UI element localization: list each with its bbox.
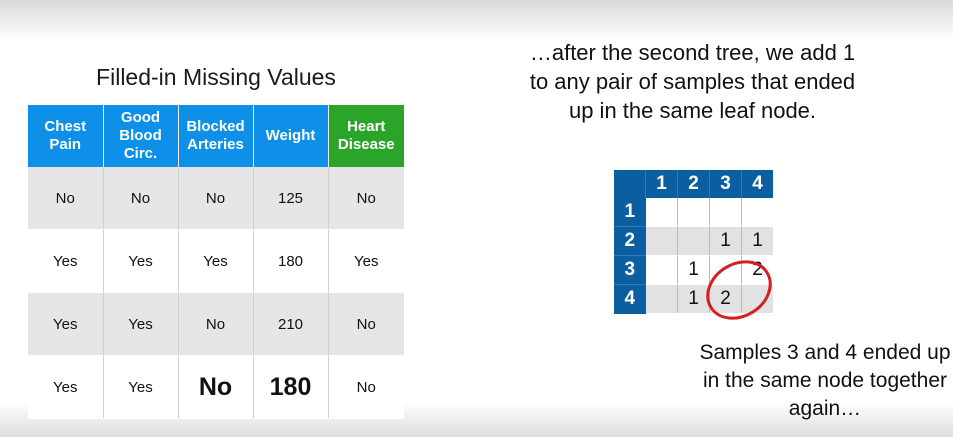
matrix-row-header: 3	[614, 255, 646, 285]
cell-heart-disease: No	[328, 167, 404, 230]
matrix-col-header: 2	[677, 170, 710, 198]
matrix-cell	[645, 255, 678, 285]
header-chest-pain: Chest Pain	[28, 105, 104, 167]
header-good-blood-circ: Good Blood Circ.	[103, 105, 179, 167]
matrix-row: 2 1 1	[614, 226, 773, 256]
table-header-row: Chest Pain Good Blood Circ. Blocked Arteries…	[28, 105, 404, 167]
matrix-cell: 1	[677, 255, 710, 285]
table-row: Yes Yes Yes 180 Yes	[28, 229, 404, 293]
cell-weight-filled: 180	[253, 355, 329, 419]
table-row: Yes Yes No 210 No	[28, 292, 404, 356]
matrix-col-header: 4	[741, 170, 773, 198]
cell-heart-disease: Yes	[328, 229, 404, 293]
matrix-header-row: 1 2 3 4	[614, 170, 773, 198]
matrix-cell: 2	[709, 284, 742, 314]
header-blocked-arteries: Blocked Arteries	[178, 105, 254, 167]
cell-good-blood-circ: Yes	[103, 292, 179, 356]
table-row: Yes Yes No 180 No	[28, 355, 404, 419]
matrix-cell	[645, 226, 678, 256]
table-row: No No No 125 No	[28, 167, 404, 230]
matrix-cell	[709, 198, 742, 227]
header-weight: Weight	[253, 105, 329, 167]
matrix-cell	[709, 255, 742, 285]
matrix-row-header: 1	[614, 198, 646, 227]
matrix-row: 3 1 2	[614, 255, 773, 285]
matrix-cell: 1	[709, 226, 742, 256]
cell-weight: 210	[253, 292, 329, 356]
cell-weight: 125	[253, 167, 329, 230]
cell-heart-disease: No	[328, 292, 404, 356]
matrix-cell	[741, 198, 773, 227]
matrix-cell	[741, 284, 773, 314]
cell-heart-disease: No	[328, 355, 404, 419]
top-shade	[0, 0, 953, 40]
header-heart-disease: Heart Disease	[328, 105, 404, 167]
matrix-cell: 2	[741, 255, 773, 285]
matrix-cell: 1	[677, 284, 710, 314]
cell-good-blood-circ: Yes	[103, 355, 179, 419]
cell-chest-pain: Yes	[28, 355, 104, 419]
matrix-row: 4 1 2	[614, 284, 773, 314]
cell-blocked-arteries-filled: No	[178, 355, 254, 419]
cell-blocked-arteries: No	[178, 292, 254, 356]
matrix-col-header: 1	[645, 170, 678, 198]
cell-blocked-arteries: No	[178, 167, 254, 230]
cell-weight: 180	[253, 229, 329, 293]
matrix-corner	[614, 170, 646, 198]
matrix-row: 1	[614, 198, 773, 227]
missing-values-table: Chest Pain Good Blood Circ. Blocked Arteries…	[28, 105, 404, 419]
matrix-cell	[677, 226, 710, 256]
cell-good-blood-circ: No	[103, 167, 179, 230]
matrix-cell: 1	[741, 226, 773, 256]
cell-chest-pain: Yes	[28, 229, 104, 293]
table-title: Filled-in Missing Values	[96, 64, 336, 90]
matrix-cell	[645, 198, 678, 227]
explanation-text: …after the second tree, we add 1 to any …	[529, 40, 856, 123]
matrix-row-header: 4	[614, 284, 646, 314]
cell-good-blood-circ: Yes	[103, 229, 179, 293]
matrix-cell	[677, 198, 710, 227]
proximity-matrix: 1 2 3 4 1 2 1 1 3 1 2 4	[614, 170, 773, 314]
matrix-col-header: 3	[709, 170, 742, 198]
cell-blocked-arteries: Yes	[178, 229, 254, 293]
cell-chest-pain: Yes	[28, 292, 104, 356]
cell-chest-pain: No	[28, 167, 104, 230]
matrix-row-header: 2	[614, 226, 646, 256]
samples-note-text: Samples 3 and 4 ended up in the same nod…	[699, 341, 951, 420]
matrix-cell	[645, 284, 678, 314]
